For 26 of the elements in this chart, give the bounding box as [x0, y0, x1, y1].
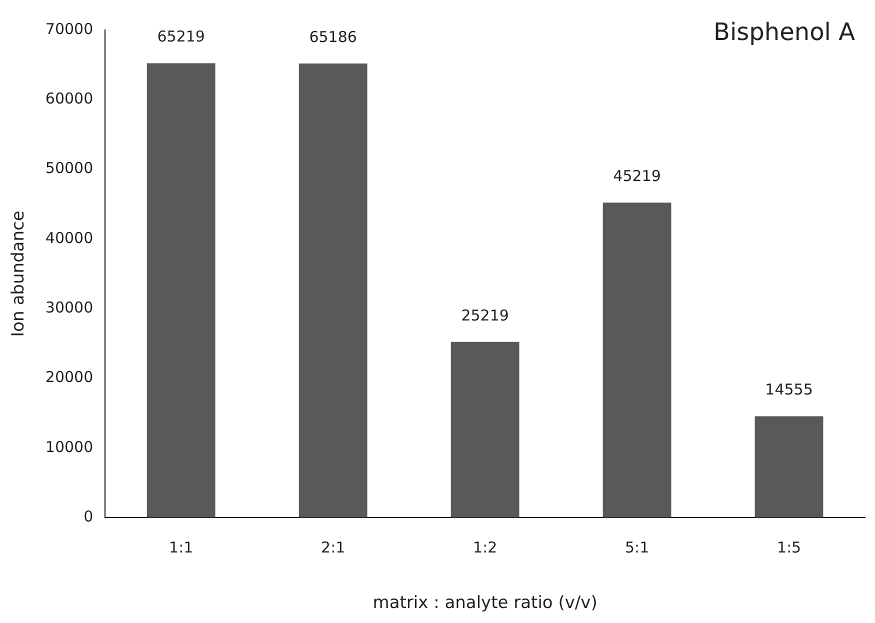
data-label: 14555: [765, 380, 813, 399]
x-tick-label: 1:2: [472, 538, 498, 556]
y-tick-label: 10000: [45, 438, 94, 456]
x-tick-label: 2:1: [321, 538, 346, 556]
y-tick-label: 50000: [45, 159, 94, 178]
y-tick-label: 60000: [45, 90, 94, 108]
data-label: 45219: [613, 167, 661, 186]
y-tick-label: 40000: [45, 228, 94, 247]
bar: [602, 202, 672, 518]
x-tick-label: 1:5: [776, 538, 802, 556]
x-tick-label: 1:1: [169, 538, 194, 556]
bar: [146, 63, 216, 518]
bar: [754, 416, 824, 518]
y-tick-label: 30000: [45, 298, 94, 317]
y-tick-label: 20000: [45, 368, 94, 386]
y-tick-label: 0: [84, 507, 94, 526]
chart-title: Bisphenol A: [714, 18, 856, 46]
y-tick-label: 70000: [45, 20, 94, 38]
data-label: 65219: [157, 28, 205, 46]
data-label: 25219: [461, 306, 509, 324]
x-tick-label: 5:1: [624, 538, 650, 556]
y-axis-title: Ion abundance: [8, 210, 29, 337]
x-axis-title: matrix : analyte ratio (v/v): [372, 593, 598, 614]
bar: [298, 64, 368, 518]
bar: [450, 342, 520, 518]
data-label: 65186: [309, 28, 357, 46]
